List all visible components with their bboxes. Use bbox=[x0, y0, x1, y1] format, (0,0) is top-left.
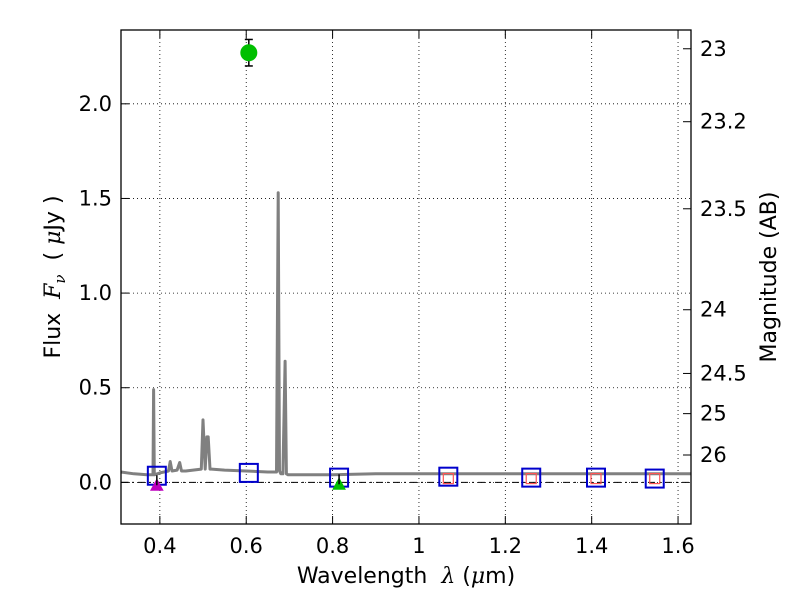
x-tick-label: 1 bbox=[412, 534, 425, 558]
x-axis-label-prefix: Wavelength bbox=[297, 564, 442, 589]
upper-limit-box bbox=[649, 472, 661, 485]
model-flux-box bbox=[438, 466, 459, 487]
x-tick-label: 1.6 bbox=[661, 534, 694, 558]
x-axis-label-symbol: λ bbox=[440, 564, 455, 589]
y-axis-label-unit-close: Jy ) bbox=[41, 195, 66, 232]
magnitude-tick-label: 23 bbox=[700, 37, 727, 61]
y-tick-label: 2.0 bbox=[79, 92, 112, 116]
x-tick-label: 0.6 bbox=[230, 534, 263, 558]
model-flux-box bbox=[586, 467, 606, 488]
magnitude-tick-label: 23.2 bbox=[700, 110, 747, 134]
y-tick-label: 0.5 bbox=[79, 376, 112, 400]
model-flux-box bbox=[644, 468, 665, 489]
upper-limit-box bbox=[590, 472, 602, 485]
x-tick-label: 1.4 bbox=[575, 534, 608, 558]
upper-limit-box bbox=[525, 472, 537, 485]
y-axis-label: Flux Fν ( μJy ) bbox=[41, 195, 69, 358]
x-axis-label: Wavelength λ (μm) bbox=[297, 564, 515, 589]
y-tick-label: 0.0 bbox=[79, 470, 112, 494]
magnitude-tick-label: 24 bbox=[700, 298, 727, 322]
upper-limit-box bbox=[442, 472, 454, 485]
y-tick-label: 1.0 bbox=[79, 281, 112, 305]
y-axis-label-unit-mu: μ bbox=[41, 231, 66, 245]
model-flux-box bbox=[238, 462, 259, 483]
x-tick-label: 1.2 bbox=[489, 534, 522, 558]
magnitude-tick-label: 25 bbox=[700, 402, 727, 426]
magnitude-axis-label: Magnitude (AB) bbox=[757, 192, 782, 363]
detection-point bbox=[240, 44, 258, 62]
y-axis-label-subscript: ν bbox=[51, 274, 69, 283]
y-tick-label: 1.5 bbox=[79, 186, 112, 210]
y-axis-label-prefix: Flux bbox=[41, 299, 66, 359]
model-flux-box bbox=[521, 467, 542, 488]
x-axis-label-unit-mu: μ bbox=[471, 564, 485, 589]
chart-marks bbox=[120, 38, 691, 491]
magnitude-tick-label: 24.5 bbox=[700, 361, 747, 385]
x-tick-label: 0.4 bbox=[143, 534, 176, 558]
plot-frame bbox=[120, 29, 692, 525]
y-axis-label-symbol: F bbox=[41, 283, 66, 300]
spectrum-line bbox=[120, 191, 691, 477]
x-axis-label-unit-close: m) bbox=[485, 564, 515, 589]
magnitude-tick-label: 23.5 bbox=[700, 197, 747, 221]
x-axis-label-unit-open: ( bbox=[455, 564, 471, 589]
x-tick-label: 0.8 bbox=[316, 534, 349, 558]
magnitude-tick-label: 26 bbox=[700, 443, 727, 467]
y-axis-label-unit-open: ( bbox=[41, 245, 66, 275]
axis-ticks: 0.4 0.6 0.8 1 1.2 1.4 1.6 0.0 0.5 1.0 1.5 2.0 23 23.2… bbox=[79, 30, 747, 558]
